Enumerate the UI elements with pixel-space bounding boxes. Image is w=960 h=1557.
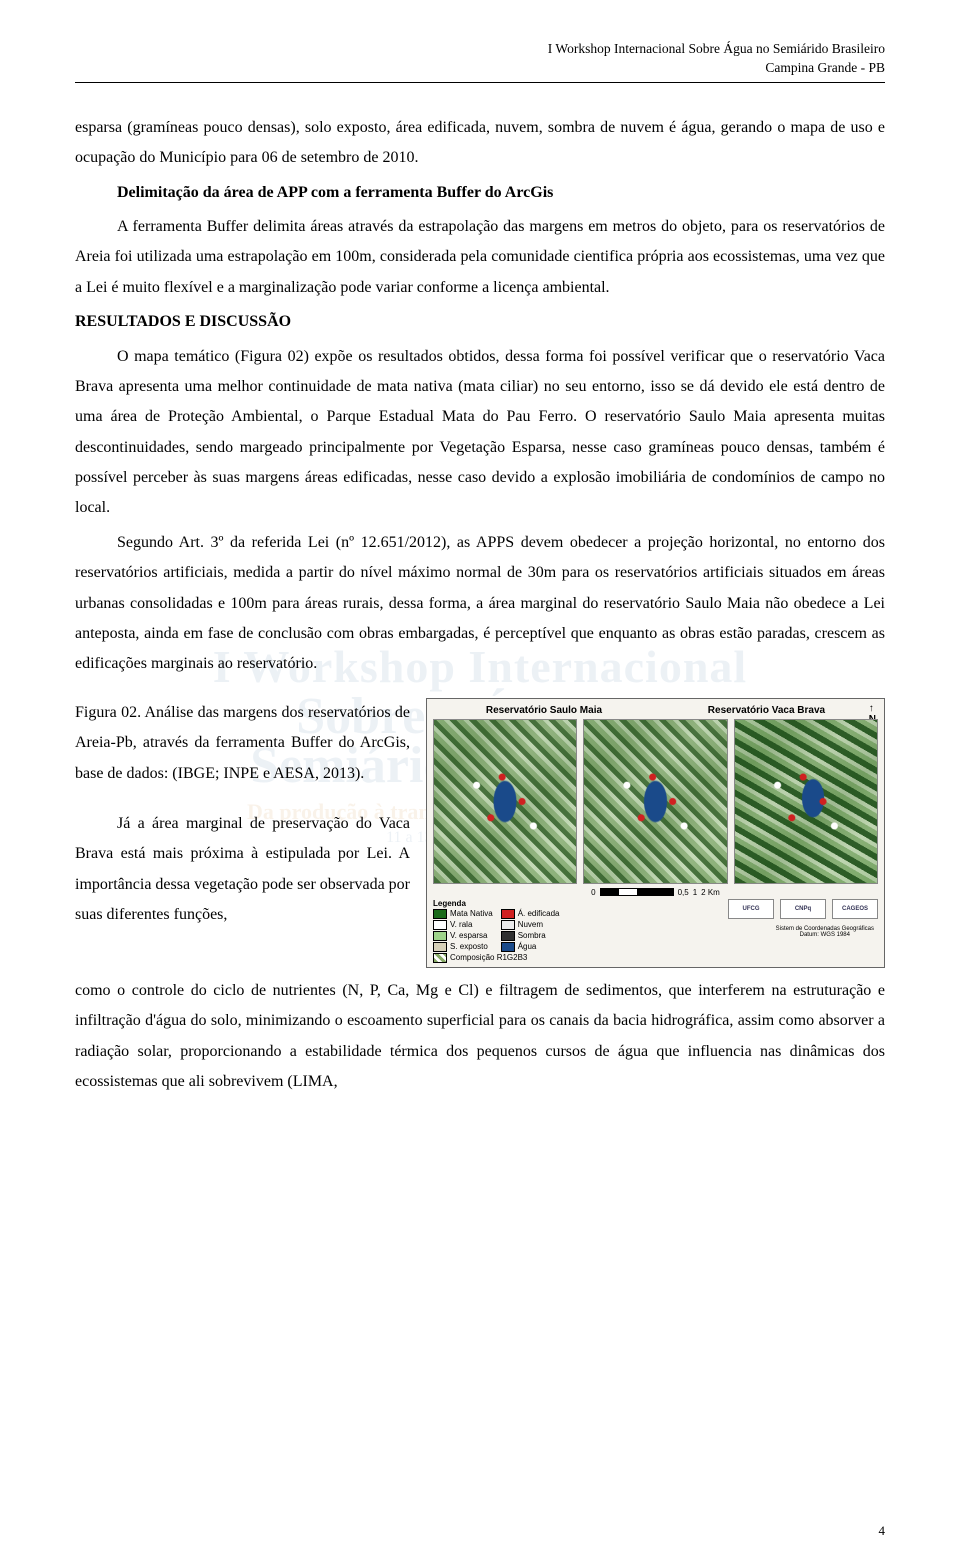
logo-cageos: CAGEOS: [832, 899, 878, 919]
logo-cnpq: CNPq: [780, 899, 826, 919]
legend-item: Á. edificada: [501, 909, 560, 919]
header-rule: [75, 82, 885, 83]
map-panel-left-2: [583, 719, 727, 884]
legend-item: S. exposto: [433, 942, 493, 952]
figure-caption-col: Figura 02. Análise das margens dos reser…: [75, 698, 410, 931]
figure-caption: Figura 02. Análise das margens dos reser…: [75, 698, 410, 789]
map-title-left: Reservatório Saulo Maia: [486, 705, 602, 716]
paragraph-4: Segundo Art. 3º da referida Lei (nº 12.6…: [75, 528, 885, 680]
paragraph-3: O mapa temático (Figura 02) expõe os res…: [75, 342, 885, 524]
paragraph-1: esparsa (gramíneas pouco densas), solo e…: [75, 113, 885, 174]
legend-item: Sombra: [501, 931, 560, 941]
figure-map: ↑N Reservatório Saulo Maia Reservatório …: [426, 698, 885, 968]
legend-item: Água: [501, 942, 560, 952]
article-body: esparsa (gramíneas pouco densas), solo e…: [75, 113, 885, 680]
paragraph-5b: como o controle do ciclo de nutrientes (…: [75, 976, 885, 1098]
legend-item: Nuvem: [501, 920, 560, 930]
page-number: 4: [879, 1523, 886, 1539]
paragraph-2: A ferramenta Buffer delimita áreas atrav…: [75, 212, 885, 303]
logo-ufcg: UFCG: [728, 899, 774, 919]
header-line-1: I Workshop Internacional Sobre Água no S…: [75, 40, 885, 59]
legend-title: Legenda: [433, 899, 560, 908]
header-line-2: Campina Grande - PB: [75, 59, 885, 78]
legend-item: V. esparsa: [433, 931, 493, 941]
map-title-right: Reservatório Vaca Brava: [708, 705, 825, 716]
map-panel-right: [734, 719, 878, 884]
subsection-title: Delimitação da área de APP com a ferrame…: [75, 178, 885, 208]
map-datum: Sistem de Coordenadas Geográficas Datum:…: [776, 926, 874, 939]
figure-row: Figura 02. Análise das margens dos reser…: [75, 698, 885, 968]
page-header: I Workshop Internacional Sobre Água no S…: [75, 40, 885, 78]
section-title: RESULTADOS E DISCUSSÃO: [75, 307, 885, 337]
legend-item: Mata Nativa: [433, 909, 493, 919]
paragraph-5a: Já a área marginal de preservação do Vac…: [75, 809, 410, 931]
logo-strip: UFCG CNPq CAGEOS: [728, 899, 878, 919]
map-scale: 0 0,5 1 2 Km: [433, 888, 878, 897]
map-panel-left-1: [433, 719, 577, 884]
legend-item: V. rala: [433, 920, 493, 930]
